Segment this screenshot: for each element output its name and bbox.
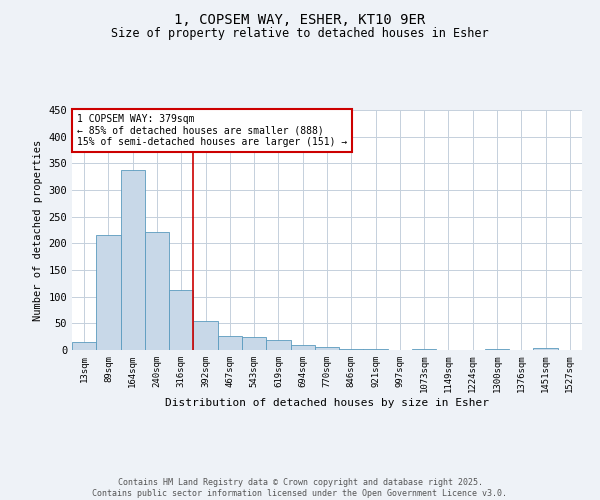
Bar xyxy=(121,170,145,350)
Bar xyxy=(242,336,266,350)
Bar xyxy=(412,349,436,350)
Bar xyxy=(72,342,96,350)
Bar xyxy=(218,336,242,350)
Bar xyxy=(290,345,315,350)
Text: 1 COPSEM WAY: 379sqm
← 85% of detached houses are smaller (888)
15% of semi-deta: 1 COPSEM WAY: 379sqm ← 85% of detached h… xyxy=(77,114,347,147)
Bar xyxy=(169,290,193,350)
Bar xyxy=(315,348,339,350)
Bar xyxy=(339,349,364,350)
Bar xyxy=(193,321,218,350)
Text: Contains HM Land Registry data © Crown copyright and database right 2025.
Contai: Contains HM Land Registry data © Crown c… xyxy=(92,478,508,498)
Bar xyxy=(145,232,169,350)
Bar xyxy=(533,348,558,350)
Bar xyxy=(96,236,121,350)
Text: Size of property relative to detached houses in Esher: Size of property relative to detached ho… xyxy=(111,28,489,40)
Text: 1, COPSEM WAY, ESHER, KT10 9ER: 1, COPSEM WAY, ESHER, KT10 9ER xyxy=(175,12,425,26)
Y-axis label: Number of detached properties: Number of detached properties xyxy=(33,140,43,320)
Bar xyxy=(266,340,290,350)
X-axis label: Distribution of detached houses by size in Esher: Distribution of detached houses by size … xyxy=(165,398,489,408)
Bar xyxy=(364,349,388,350)
